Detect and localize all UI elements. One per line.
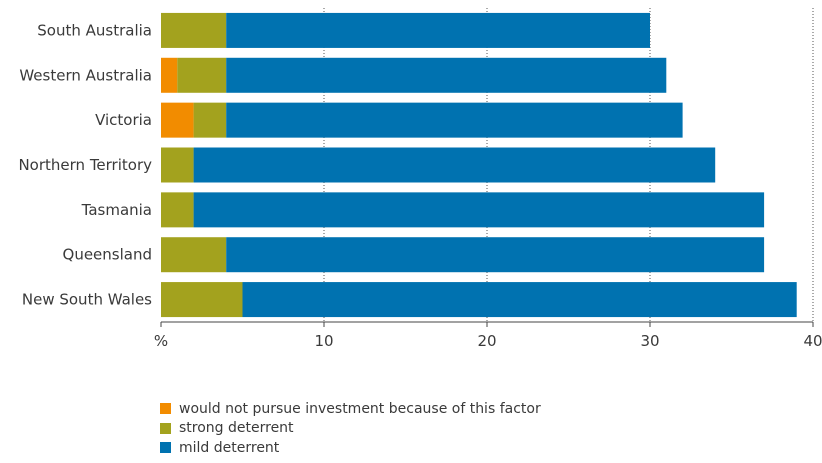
bar-queensland-mild-deterrent xyxy=(226,237,765,273)
x-tick-label-0: % xyxy=(154,332,168,350)
legend-label-strong-deterrent: strong deterrent xyxy=(179,420,294,437)
bars xyxy=(161,12,797,318)
bar-south-australia-mild-deterrent xyxy=(226,12,650,48)
bar-western-australia-would-not-pursue-investment-be xyxy=(161,57,178,93)
legend-item-would-not-pursue: would not pursue investment because of t… xyxy=(160,399,541,419)
bar-victoria-strong-deterrent xyxy=(193,102,227,138)
bar-tasmania-strong-deterrent xyxy=(161,192,194,228)
category-label-western-australia: Western Australia xyxy=(19,66,152,84)
bar-queensland-strong-deterrent xyxy=(161,237,227,273)
bar-south-australia-strong-deterrent xyxy=(161,12,227,48)
x-tick-label-20: 20 xyxy=(477,332,496,350)
bar-new-south-wales-strong-deterrent xyxy=(161,282,243,318)
legend-swatch-mild-deterrent xyxy=(160,442,171,454)
x-axis: % 10 20 30 40 xyxy=(154,321,822,350)
legend-label-mild-deterrent: mild deterrent xyxy=(179,439,280,456)
bar-victoria-mild-deterrent xyxy=(226,102,683,138)
category-label-south-australia: South Australia xyxy=(37,21,152,39)
category-label-tasmania: Tasmania xyxy=(81,201,152,219)
category-label-victoria: Victoria xyxy=(95,111,152,129)
bar-northern-territory-mild-deterrent xyxy=(193,147,716,183)
bar-western-australia-strong-deterrent xyxy=(177,57,227,93)
category-label-new-south-wales: New South Wales xyxy=(22,291,152,309)
category-labels: South Australia Western Australia Victoria… xyxy=(18,21,152,308)
bar-victoria-would-not-pursue-investment-be xyxy=(161,102,194,138)
x-tick-label-40: 40 xyxy=(803,332,822,350)
legend-item-strong-deterrent: strong deterrent xyxy=(160,419,541,439)
legend-item-mild-deterrent: mild deterrent xyxy=(160,438,541,458)
legend: would not pursue investment because of t… xyxy=(160,399,541,458)
category-label-northern-territory: Northern Territory xyxy=(18,156,152,174)
legend-label-would-not-pursue: would not pursue investment because of t… xyxy=(179,400,541,417)
bar-northern-territory-strong-deterrent xyxy=(161,147,194,183)
legend-swatch-strong-deterrent xyxy=(160,422,171,434)
legend-swatch-would-not-pursue xyxy=(160,403,171,415)
category-label-queensland: Queensland xyxy=(63,246,152,264)
bar-new-south-wales-mild-deterrent xyxy=(242,282,797,318)
x-tick-label-10: 10 xyxy=(314,332,333,350)
bar-western-australia-mild-deterrent xyxy=(226,57,667,93)
x-tick-label-30: 30 xyxy=(640,332,659,350)
bar-tasmania-mild-deterrent xyxy=(193,192,765,228)
